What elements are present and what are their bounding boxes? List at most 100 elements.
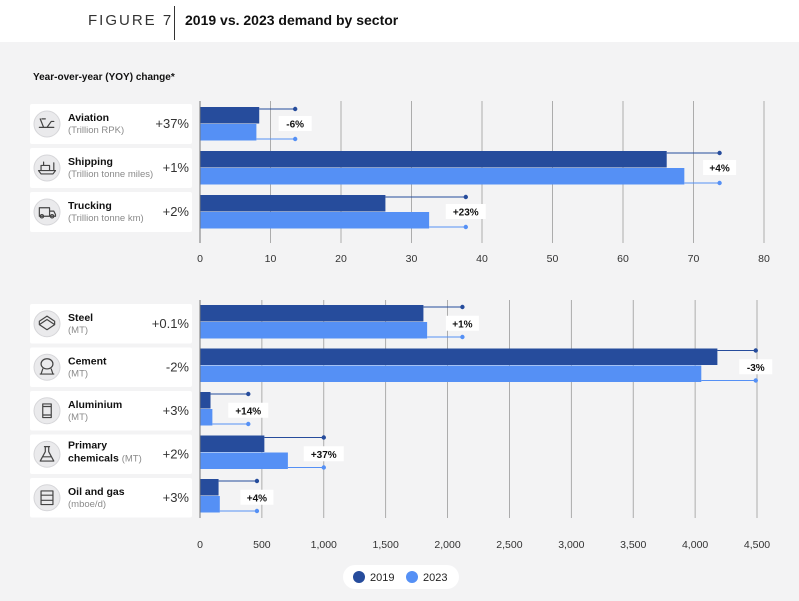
yoy-change: -2% bbox=[166, 359, 190, 374]
sector-name: Oil and gas bbox=[68, 486, 125, 498]
x-tick-label: 60 bbox=[617, 253, 629, 265]
x-tick-label: 20 bbox=[335, 253, 347, 265]
dot-2023 bbox=[254, 508, 260, 514]
sector-unit: (Trillion tonne miles) bbox=[68, 169, 153, 180]
sector-card bbox=[30, 104, 192, 144]
dot-2023 bbox=[460, 334, 465, 340]
yoy-change: +2% bbox=[163, 446, 190, 461]
sector-name: Trucking bbox=[68, 200, 112, 212]
figure-header: FIGURE 7 2019 vs. 2023 demand by sector bbox=[0, 0, 799, 42]
dot-2023 bbox=[292, 136, 298, 142]
growth-label-bg bbox=[445, 315, 479, 331]
x-tick-label: 70 bbox=[688, 253, 700, 265]
growth-label-bg bbox=[228, 402, 269, 418]
legend-label-2019: 2019 bbox=[370, 572, 394, 584]
yoy-change: +37% bbox=[155, 116, 189, 131]
x-tick-label: 50 bbox=[547, 253, 559, 265]
transport-chart: 0 10 20 30 40 50 60 70 80 Aviation(Trillion RPK) +… bbox=[30, 101, 770, 265]
sector-row: Oil and gas(mboe/d) +3% +4% bbox=[30, 478, 274, 518]
dot-2019 bbox=[753, 348, 758, 353]
x-tick-label: 80 bbox=[758, 253, 770, 265]
x-tick-label: 0 bbox=[197, 253, 203, 265]
sector-card bbox=[30, 478, 192, 518]
x-tick-label: 500 bbox=[253, 539, 271, 551]
sector-unit: (MT) bbox=[122, 453, 142, 464]
sector-name: Steel bbox=[68, 312, 93, 324]
sector-card bbox=[30, 434, 192, 474]
sector-row: Aluminium(MT) +3% +14% bbox=[30, 391, 269, 431]
growth-label: +14% bbox=[235, 406, 261, 417]
dot-2023 bbox=[321, 465, 326, 470]
growth-label-bg bbox=[445, 204, 486, 219]
sector-unit: (MT) bbox=[68, 325, 88, 336]
sector-name-line2: chemicals (MT) bbox=[68, 452, 142, 464]
growth-label: +37% bbox=[311, 450, 337, 461]
bar-2023 bbox=[200, 496, 220, 513]
dot-2019 bbox=[463, 194, 468, 200]
dot-2023 bbox=[463, 224, 468, 230]
sector-unit: (Trillion RPK) bbox=[68, 125, 124, 136]
dot-2019 bbox=[717, 150, 722, 156]
bar-2023 bbox=[200, 124, 257, 141]
aluminium-icon bbox=[42, 403, 52, 419]
bar-2019 bbox=[200, 479, 219, 496]
icon-circle bbox=[33, 397, 61, 425]
truck-icon bbox=[38, 207, 57, 219]
plane-icon bbox=[38, 118, 55, 128]
dot-2023 bbox=[246, 421, 251, 427]
dot-2023 bbox=[753, 378, 758, 383]
sector-name: Aviation bbox=[68, 112, 109, 124]
x-tick-label: 2,500 bbox=[496, 539, 522, 551]
bar-2019 bbox=[200, 348, 718, 365]
growth-label: +1% bbox=[452, 319, 472, 330]
x-tick-label: 4,000 bbox=[682, 539, 708, 551]
legend-pill bbox=[343, 565, 459, 589]
icon-circle bbox=[33, 353, 61, 381]
bar-2023 bbox=[200, 212, 430, 229]
x-tick-label: 4,500 bbox=[744, 539, 770, 551]
growth-label: +4% bbox=[709, 164, 729, 175]
growth-label: +23% bbox=[453, 208, 479, 219]
industry-chart: 0 500 1,000 1,500 2,000 2,500 3,000 3,500 4,000 4… bbox=[30, 300, 773, 551]
sector-row: Trucking(Trillion tonne km) +2% +23% bbox=[30, 192, 486, 232]
bar-2019 bbox=[200, 151, 667, 168]
sector-card bbox=[30, 148, 192, 188]
x-tick-label: 10 bbox=[265, 253, 277, 265]
growth-label-bg bbox=[240, 489, 274, 505]
x-tick-label: 30 bbox=[406, 253, 418, 265]
header-divider bbox=[174, 6, 175, 40]
bar-2023 bbox=[200, 452, 288, 469]
figure-title: 2019 vs. 2023 demand by sector bbox=[185, 12, 399, 28]
yoy-change: +3% bbox=[163, 490, 190, 505]
yoy-change: +3% bbox=[163, 403, 190, 418]
sector-row: Aviation(Trillion RPK) +37% -6% bbox=[30, 104, 312, 144]
sector-card bbox=[30, 347, 192, 387]
sector-card bbox=[30, 304, 192, 344]
bar-2019 bbox=[200, 107, 260, 124]
growth-label-bg bbox=[303, 446, 344, 462]
x-tick-label: 1,000 bbox=[311, 539, 337, 551]
sector-unit: (MT) bbox=[68, 368, 88, 379]
dot-2019 bbox=[246, 391, 251, 397]
legend: 2019 2023 bbox=[343, 565, 459, 589]
cement-mixer-icon bbox=[39, 358, 55, 375]
icon-circle bbox=[33, 484, 61, 512]
sector-name-part: chemicals bbox=[68, 452, 122, 464]
sector-card bbox=[30, 192, 192, 232]
growth-label: +4% bbox=[247, 493, 267, 504]
x-tick-label: 3,500 bbox=[620, 539, 646, 551]
chemicals-icon bbox=[39, 446, 55, 462]
sector-row: Cement(MT) -2% -3% bbox=[30, 347, 773, 387]
sector-name: Shipping bbox=[68, 156, 113, 168]
sector-name: Aluminium bbox=[68, 399, 122, 411]
growth-label: -6% bbox=[286, 120, 304, 131]
icon-circle bbox=[33, 198, 61, 226]
dot-2023 bbox=[717, 180, 722, 186]
oil-barrel-icon bbox=[40, 490, 54, 506]
sector-unit: (MT) bbox=[68, 412, 88, 423]
icon-circle bbox=[33, 310, 61, 338]
bar-2019 bbox=[200, 435, 265, 452]
sector-name: Primary bbox=[68, 439, 107, 451]
